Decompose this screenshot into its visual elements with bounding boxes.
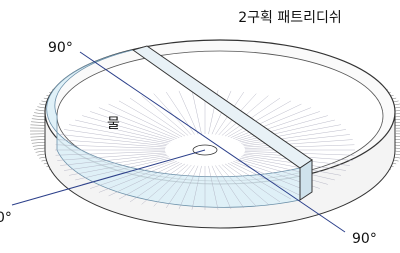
angle-label: 90° [352,231,377,247]
title: 2구획 패트리디쉬 [238,10,342,26]
tick [396,137,400,138]
tick [31,139,45,140]
tick [395,139,400,140]
tick [32,119,46,120]
tick [396,125,400,126]
tick [32,142,46,143]
tick [30,137,44,138]
angle-label: 90° [48,40,73,56]
tick [395,122,400,123]
tick [30,125,44,126]
diagram: 2구획 패트리디쉬 90° 물 0° 90° [0,0,400,249]
water-label: 물 [107,116,120,132]
tick [31,122,45,123]
angle-label: 0° [0,210,12,226]
